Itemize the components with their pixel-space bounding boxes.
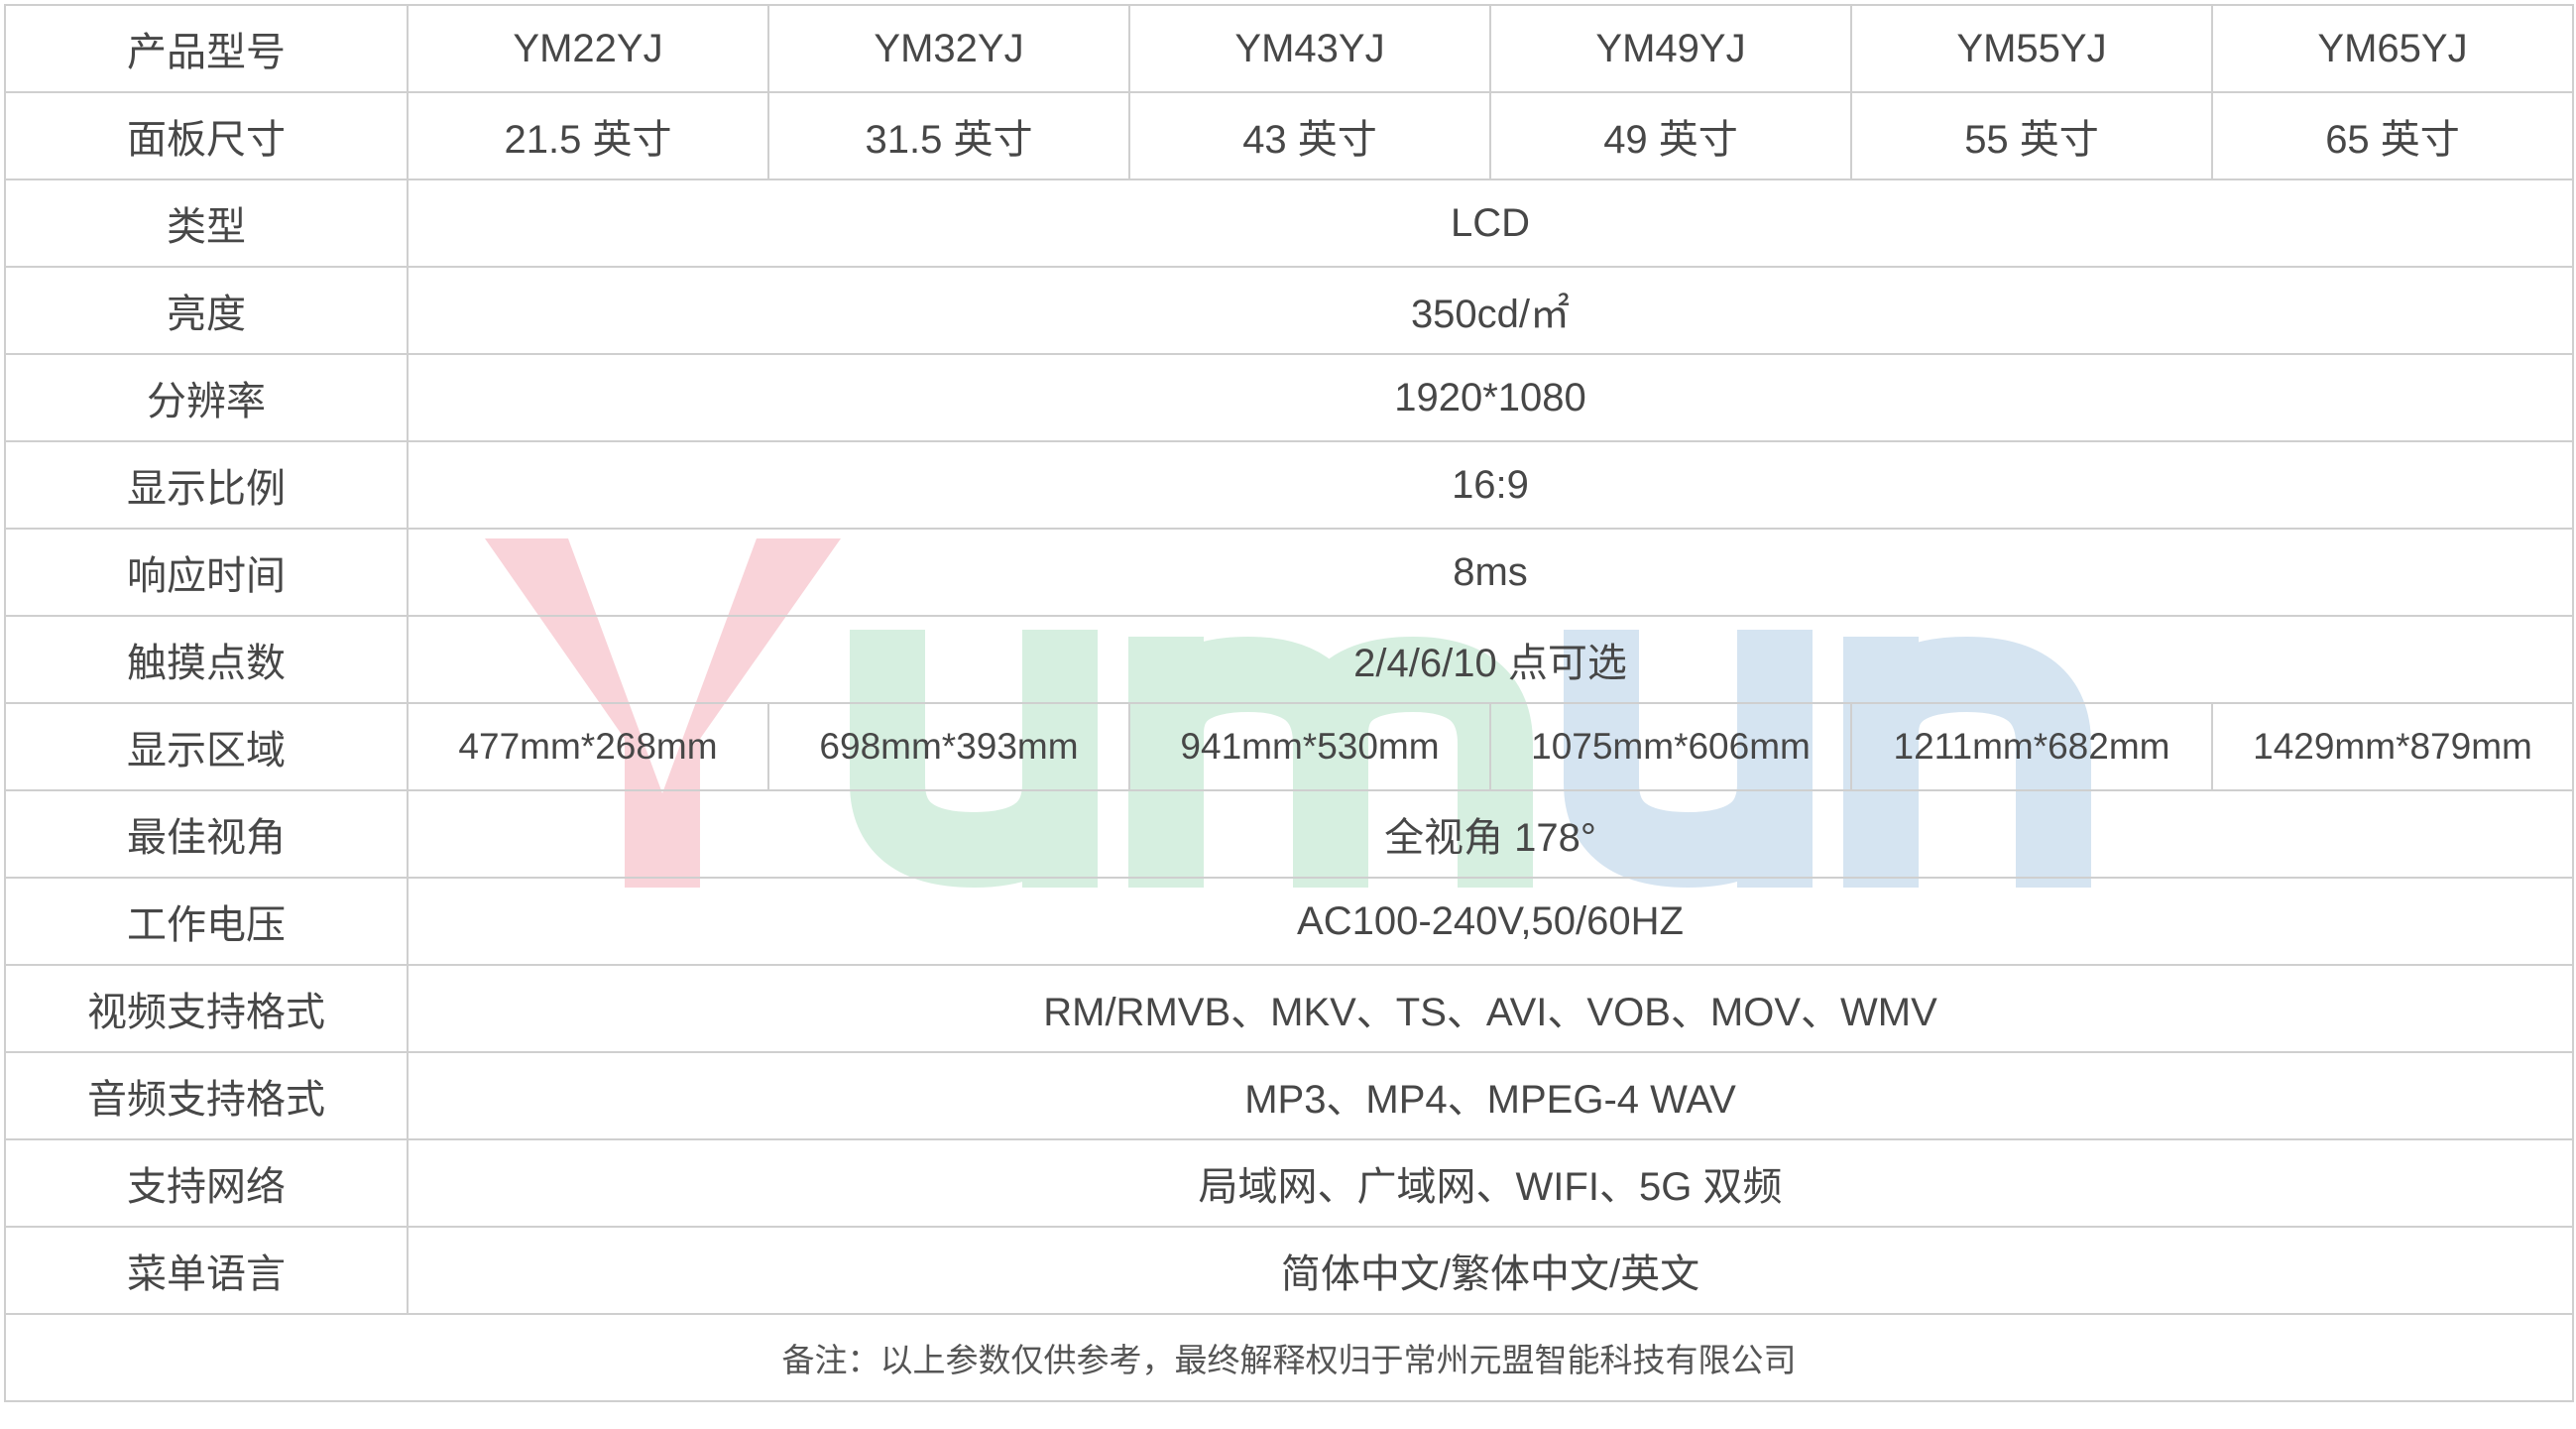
table-row-menu-language: 菜单语言 简体中文/繁体中文/英文 — [4, 1226, 2574, 1315]
table-row-touch-points: 触摸点数 2/4/6/10 点可选 — [4, 615, 2574, 704]
row-label: 亮度 — [4, 266, 409, 355]
value-cell: 49 英寸 — [1489, 91, 1852, 180]
table-row-resolution: 分辨率 1920*1080 — [4, 353, 2574, 442]
table-row-display-area: 显示区域 477mm*268mm 698mm*393mm 941mm*530mm… — [4, 702, 2574, 791]
row-label: 分辨率 — [4, 353, 409, 442]
value-cell: 全视角 178° — [407, 789, 2574, 879]
table-row-panel-size: 面板尺寸 21.5 英寸 31.5 英寸 43 英寸 49 英寸 55 英寸 6… — [4, 91, 2574, 180]
table-row-brightness: 亮度 350cd/㎡ — [4, 266, 2574, 355]
row-label: 类型 — [4, 179, 409, 268]
value-cell: MP3、MP4、MPEG-4 WAV — [407, 1051, 2574, 1140]
model-cell: YM32YJ — [767, 4, 1130, 93]
value-cell: RM/RMVB、MKV、TS、AVI、VOB、MOV、WMV — [407, 964, 2574, 1053]
row-label: 面板尺寸 — [4, 91, 409, 180]
row-label: 菜单语言 — [4, 1226, 409, 1315]
row-label: 显示比例 — [4, 440, 409, 530]
row-label: 响应时间 — [4, 528, 409, 617]
model-cell: YM49YJ — [1489, 4, 1852, 93]
value-cell: 43 英寸 — [1128, 91, 1491, 180]
value-cell: 1429mm*879mm — [2211, 702, 2574, 791]
value-cell: 16:9 — [407, 440, 2574, 530]
row-label: 显示区域 — [4, 702, 409, 791]
model-cell: YM43YJ — [1128, 4, 1491, 93]
table-row-video-formats: 视频支持格式 RM/RMVB、MKV、TS、AVI、VOB、MOV、WMV — [4, 964, 2574, 1053]
value-cell: 65 英寸 — [2211, 91, 2574, 180]
row-label: 产品型号 — [4, 4, 409, 93]
row-label: 最佳视角 — [4, 789, 409, 879]
table-row-viewing-angle: 最佳视角 全视角 178° — [4, 789, 2574, 879]
footnote: 备注：以上参数仅供参考，最终解释权归于常州元盟智能科技有限公司 — [4, 1313, 2574, 1402]
value-cell: 350cd/㎡ — [407, 266, 2574, 355]
table-row-note: 备注：以上参数仅供参考，最终解释权归于常州元盟智能科技有限公司 — [4, 1313, 2574, 1402]
value-cell: 55 英寸 — [1850, 91, 2213, 180]
table-row-model: 产品型号 YM22YJ YM32YJ YM43YJ YM49YJ YM55YJ … — [4, 4, 2574, 93]
value-cell: 8ms — [407, 528, 2574, 617]
value-cell: 31.5 英寸 — [767, 91, 1130, 180]
table-row-response-time: 响应时间 8ms — [4, 528, 2574, 617]
value-cell: 1211mm*682mm — [1850, 702, 2213, 791]
value-cell: 477mm*268mm — [407, 702, 769, 791]
value-cell: 局域网、广域网、WIFI、5G 双频 — [407, 1138, 2574, 1228]
value-cell: 2/4/6/10 点可选 — [407, 615, 2574, 704]
row-label: 视频支持格式 — [4, 964, 409, 1053]
table-row-type: 类型 LCD — [4, 179, 2574, 268]
model-cell: YM22YJ — [407, 4, 769, 93]
table-row-network: 支持网络 局域网、广域网、WIFI、5G 双频 — [4, 1138, 2574, 1228]
table-row-voltage: 工作电压 AC100-240V,50/60HZ — [4, 877, 2574, 966]
row-label: 工作电压 — [4, 877, 409, 966]
row-label: 支持网络 — [4, 1138, 409, 1228]
spec-table: 产品型号 YM22YJ YM32YJ YM43YJ YM49YJ YM55YJ … — [4, 4, 2574, 1402]
value-cell: 1920*1080 — [407, 353, 2574, 442]
model-cell: YM65YJ — [2211, 4, 2574, 93]
model-cell: YM55YJ — [1850, 4, 2213, 93]
row-label: 音频支持格式 — [4, 1051, 409, 1140]
value-cell: 21.5 英寸 — [407, 91, 769, 180]
value-cell: 简体中文/繁体中文/英文 — [407, 1226, 2574, 1315]
row-label: 触摸点数 — [4, 615, 409, 704]
value-cell: LCD — [407, 179, 2574, 268]
value-cell: 1075mm*606mm — [1489, 702, 1852, 791]
value-cell: AC100-240V,50/60HZ — [407, 877, 2574, 966]
value-cell: 941mm*530mm — [1128, 702, 1491, 791]
table-row-audio-formats: 音频支持格式 MP3、MP4、MPEG-4 WAV — [4, 1051, 2574, 1140]
value-cell: 698mm*393mm — [767, 702, 1130, 791]
table-row-aspect-ratio: 显示比例 16:9 — [4, 440, 2574, 530]
